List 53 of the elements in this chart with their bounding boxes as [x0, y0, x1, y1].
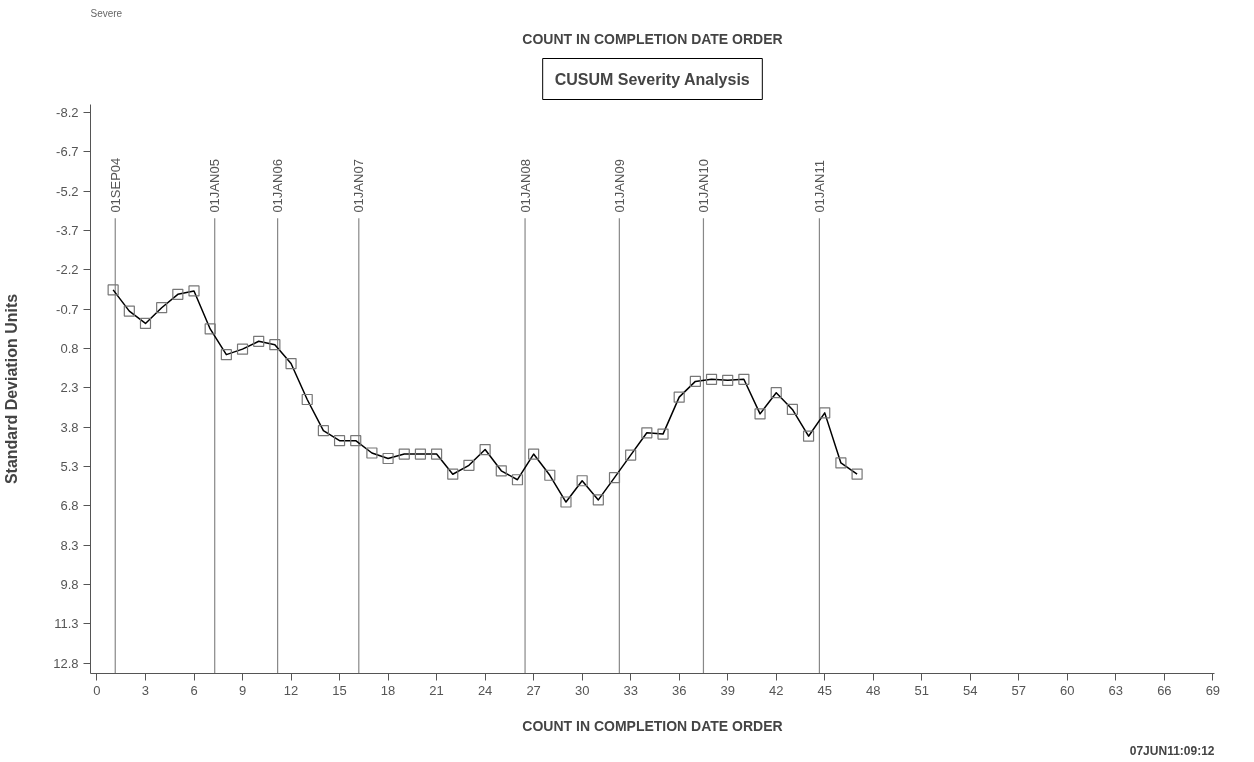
x-tick-label: 63 — [1108, 682, 1124, 698]
x-tick-label: 12 — [283, 682, 299, 698]
x-tick-label: 69 — [1205, 682, 1221, 698]
ref-line-label: 01JAN06 — [270, 159, 286, 213]
x-tick-label: 54 — [963, 682, 978, 698]
y-tick-label: -6.7 — [56, 144, 79, 160]
ref-line-label: 01JAN09 — [611, 159, 627, 213]
y-axis-title: Standard Deviation Units — [3, 293, 21, 485]
x-tick-label: 15 — [332, 682, 347, 698]
x-tick-label: 9 — [238, 682, 247, 698]
x-tick-label: 42 — [768, 682, 784, 698]
y-tick-label: -5.2 — [56, 183, 79, 199]
x-tick-label: 51 — [914, 682, 930, 698]
y-tick-label: 2.3 — [60, 380, 79, 396]
x-tick-label: 27 — [526, 682, 541, 698]
text: 07JUN11:09:12 — [1129, 743, 1215, 758]
x-tick-label: 18 — [380, 682, 396, 698]
x-tick-label: 66 — [1157, 682, 1172, 698]
x-tick-label: 21 — [429, 682, 444, 698]
x-tick-label: 48 — [866, 682, 881, 698]
x-tick-label: 6 — [190, 682, 198, 698]
x-tick-label: 30 — [574, 682, 590, 698]
x-tick-label: 3 — [141, 682, 150, 698]
ref-line-label: 01JAN05 — [207, 159, 223, 213]
y-tick-label: 9.8 — [60, 576, 79, 592]
ref-line-label: 01JAN10 — [695, 159, 711, 213]
y-tick-label: 12.8 — [53, 655, 79, 671]
x-tick-label: 33 — [623, 682, 638, 698]
y-tick-label: -8.2 — [56, 104, 79, 120]
x-tick-label: 24 — [477, 682, 493, 698]
x-tick-label: 57 — [1011, 682, 1027, 698]
ref-line-label: 01SEP04 — [107, 157, 123, 213]
ref-line-label: 01JAN11 — [811, 160, 827, 213]
y-tick-label: 6.8 — [60, 498, 79, 514]
chart-subtitle: COUNT IN COMPLETION DATE ORDER — [522, 30, 783, 47]
text: Severe — [90, 7, 123, 19]
x-tick-label: 39 — [720, 682, 735, 698]
x-tick-label: 60 — [1060, 682, 1075, 698]
y-tick-label: 3.8 — [60, 419, 79, 435]
y-tick-label: 11.3 — [54, 616, 79, 632]
y-tick-label: -3.7 — [56, 222, 79, 238]
chart-title: CUSUM Severity Analysis — [554, 70, 750, 88]
x-tick-label: 36 — [671, 682, 687, 698]
y-tick-label: 0.8 — [60, 340, 79, 356]
ref-line-label: 01JAN08 — [517, 159, 533, 213]
x-tick-label: 45 — [817, 682, 832, 698]
y-tick-label: -2.2 — [56, 262, 79, 278]
y-tick-label: 5.3 — [60, 458, 79, 474]
ref-line-label: 01JAN07 — [351, 159, 367, 213]
x-axis-title: COUNT IN COMPLETION DATE ORDER — [522, 717, 783, 734]
x-tick-label: 0 — [93, 682, 101, 698]
y-tick-label: 8.3 — [60, 537, 79, 553]
y-tick-label: -0.7 — [56, 301, 79, 317]
